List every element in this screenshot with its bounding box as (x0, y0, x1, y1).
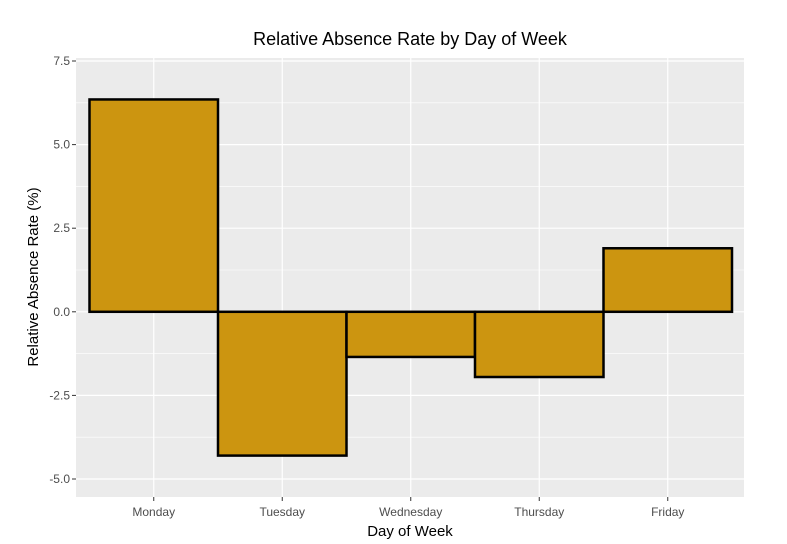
y-tick-label: 5.0 (53, 138, 70, 152)
x-axis-ticks: Monday Tuesday Wednesday Thursday Friday (132, 497, 684, 519)
x-tick-label-tuesday: Tuesday (259, 505, 305, 519)
x-tick-label-monday: Monday (132, 505, 175, 519)
chart-title: Relative Absence Rate by Day of Week (253, 29, 568, 49)
bar-thursday (473, 310, 605, 379)
bar-tuesday (216, 310, 348, 457)
y-tick-label: 0.0 (53, 305, 70, 319)
x-tick-label-wednesday: Wednesday (379, 505, 442, 519)
y-tick-label: -5.0 (49, 472, 70, 486)
y-axis-title: Relative Absence Rate (%) (25, 187, 42, 366)
bar-monday (88, 98, 220, 314)
y-tick-label: 2.5 (53, 221, 70, 235)
bar-friday (602, 247, 734, 314)
bar-wednesday (345, 310, 477, 359)
y-axis-ticks: -5.0 -2.5 0.0 2.5 5.0 7.5 (49, 54, 76, 486)
x-tick-label-thursday: Thursday (514, 505, 564, 519)
y-tick-label: 7.5 (53, 54, 70, 68)
bars (88, 98, 734, 457)
x-axis-title: Day of Week (367, 523, 453, 540)
x-tick-label-friday: Friday (651, 505, 684, 519)
y-tick-label: -2.5 (49, 388, 70, 402)
